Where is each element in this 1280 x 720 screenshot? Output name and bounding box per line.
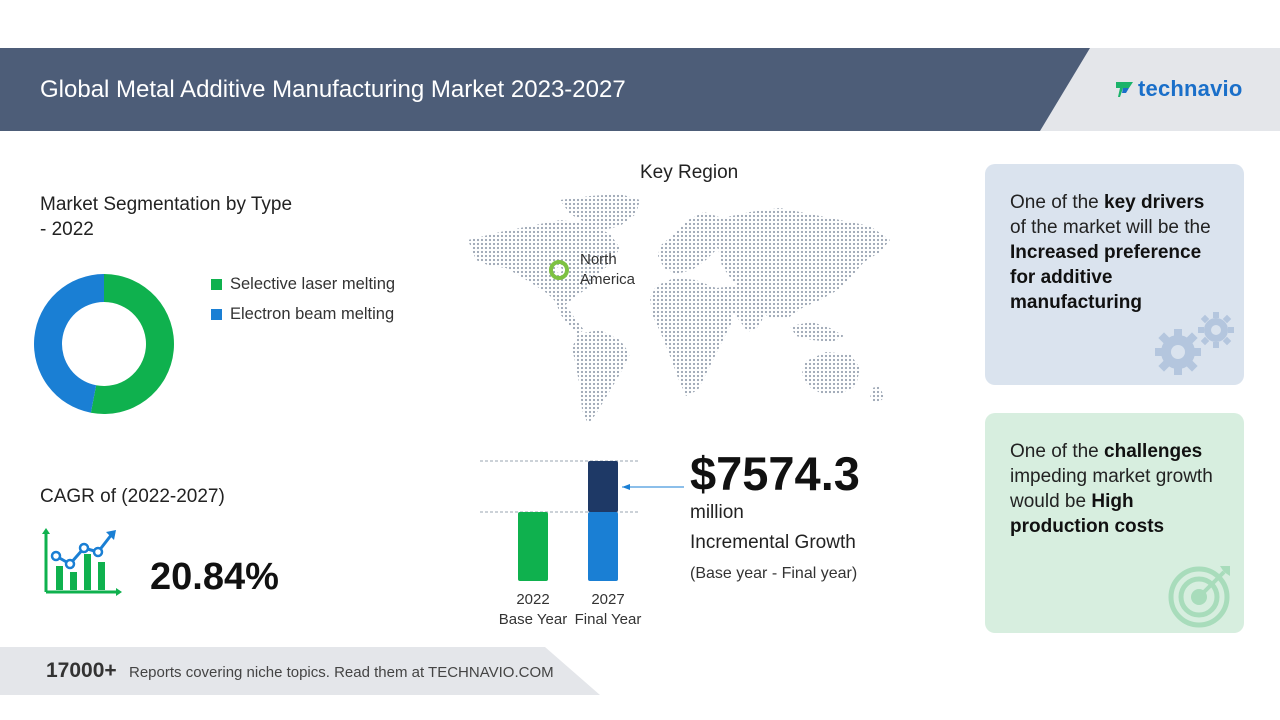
key-driver-card: One of the key drivers of the market wil… bbox=[985, 164, 1244, 385]
driver-name: Increased preference for additive manufa… bbox=[1010, 242, 1202, 313]
key-region-name: North America bbox=[580, 251, 636, 288]
footer-bar bbox=[0, 647, 600, 695]
bar-label-2022: 2022 Base Year bbox=[488, 590, 578, 630]
incremental-growth-bar-chart bbox=[480, 460, 684, 581]
bar-2027-segment-2 bbox=[588, 461, 618, 512]
incremental-label: Incremental Growth bbox=[690, 532, 856, 553]
bar-year: 2022 bbox=[516, 591, 550, 608]
donut-slice-electron-beam-melting bbox=[34, 274, 104, 413]
legend-label: Selective laser melting bbox=[230, 275, 396, 293]
footer-text[interactable]: Reports covering niche topics. Read them… bbox=[129, 664, 554, 681]
incremental-value: $7574.3 bbox=[690, 447, 860, 500]
challenge-highlight: challenges bbox=[1104, 441, 1203, 462]
legend-item-electron-beam-melting: Electron beam melting bbox=[211, 305, 394, 324]
bar-label-2027: 2027 Final Year bbox=[562, 590, 654, 630]
incremental-unit: million bbox=[690, 502, 744, 523]
challenge-name: High production costs bbox=[1010, 491, 1165, 537]
logo-text: technavio bbox=[1138, 76, 1243, 101]
legend-item-selective-laser-melting: Selective laser melting bbox=[211, 275, 395, 294]
challenge-text: One of the bbox=[1010, 441, 1105, 462]
incremental-note: (Base year - Final year) bbox=[690, 565, 858, 582]
target-icon bbox=[1168, 566, 1230, 628]
world-map bbox=[468, 194, 890, 424]
bar-year: 2027 bbox=[591, 591, 625, 608]
growth-chart-icon bbox=[42, 528, 122, 596]
key-region-title: Key Region bbox=[640, 162, 739, 183]
legend-label: Electron beam melting bbox=[230, 305, 395, 323]
challenge-text: impeding market growth would be bbox=[1010, 466, 1213, 512]
cagr-label: CAGR of (2022-2027) bbox=[40, 486, 225, 507]
legend-swatch bbox=[211, 309, 222, 320]
page-title: Global Metal Additive Manufacturing Mark… bbox=[40, 76, 626, 103]
legend-swatch bbox=[211, 279, 222, 290]
region-marker-icon bbox=[549, 260, 569, 280]
pointer-arrow-icon bbox=[622, 484, 630, 490]
bar-2022-segment-1 bbox=[518, 512, 548, 581]
technavio-logo[interactable]: technavio bbox=[1114, 76, 1243, 102]
bar-caption: Base Year bbox=[498, 611, 568, 628]
driver-highlight: key drivers bbox=[1104, 192, 1205, 213]
footer-report-count: 17000+ bbox=[46, 659, 117, 682]
segmentation-title: Market Segmentation by Type - 2022 bbox=[40, 194, 293, 240]
logo-mark-icon bbox=[1116, 82, 1133, 97]
driver-text: One of the bbox=[1010, 192, 1105, 213]
gears-icon bbox=[1155, 312, 1234, 375]
donut-slice-selective-laser-melting bbox=[90, 274, 175, 414]
cagr-value: 20.84% bbox=[150, 556, 279, 598]
bar-caption: Final Year bbox=[574, 611, 642, 628]
driver-text: of the market will be the bbox=[1010, 217, 1211, 238]
segmentation-donut-chart bbox=[34, 274, 175, 414]
bar-2027-segment-1 bbox=[588, 512, 618, 581]
